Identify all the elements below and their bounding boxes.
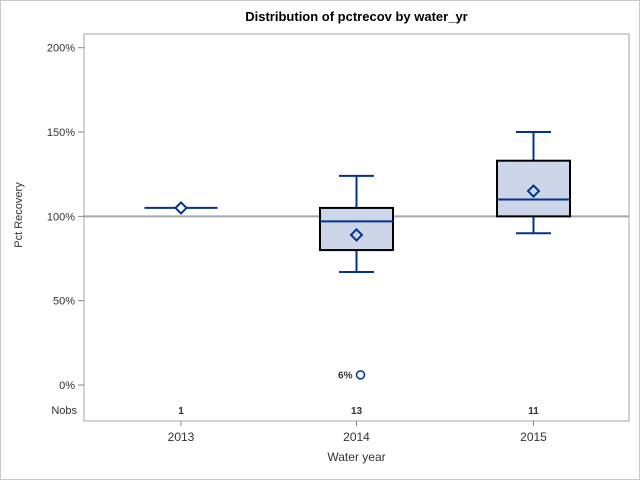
mean-diamond-icon-2013 bbox=[174, 201, 188, 215]
x-category-label-2015: 2015 bbox=[520, 430, 547, 444]
y-tick-label: 200% bbox=[47, 43, 75, 55]
nobs-value-2014: 13 bbox=[351, 406, 363, 417]
mean-diamond-icon-2015 bbox=[526, 184, 541, 198]
x-category-label-2014: 2014 bbox=[343, 430, 370, 444]
outlier-point-2014 bbox=[355, 370, 366, 380]
outlier-label-2014: 6% bbox=[338, 370, 353, 381]
y-tick-label: 50% bbox=[53, 296, 75, 308]
y-tick-label: 0% bbox=[59, 380, 75, 392]
nobs-value-2015: 11 bbox=[528, 406, 539, 417]
nobs-value-2013: 1 bbox=[178, 406, 184, 417]
x-axis-label: Water year bbox=[327, 450, 386, 464]
iqr-box-2014 bbox=[319, 206, 394, 252]
y-tick-label: 150% bbox=[47, 127, 75, 139]
chart-title: Distribution of pctrecov by water_yr bbox=[245, 9, 468, 24]
mean-diamond-icon-2014 bbox=[349, 227, 364, 242]
x-category-label-2013: 2013 bbox=[168, 430, 195, 444]
nobs-row-label: Nobs bbox=[51, 405, 77, 417]
y-tick-label: 100% bbox=[47, 211, 75, 223]
